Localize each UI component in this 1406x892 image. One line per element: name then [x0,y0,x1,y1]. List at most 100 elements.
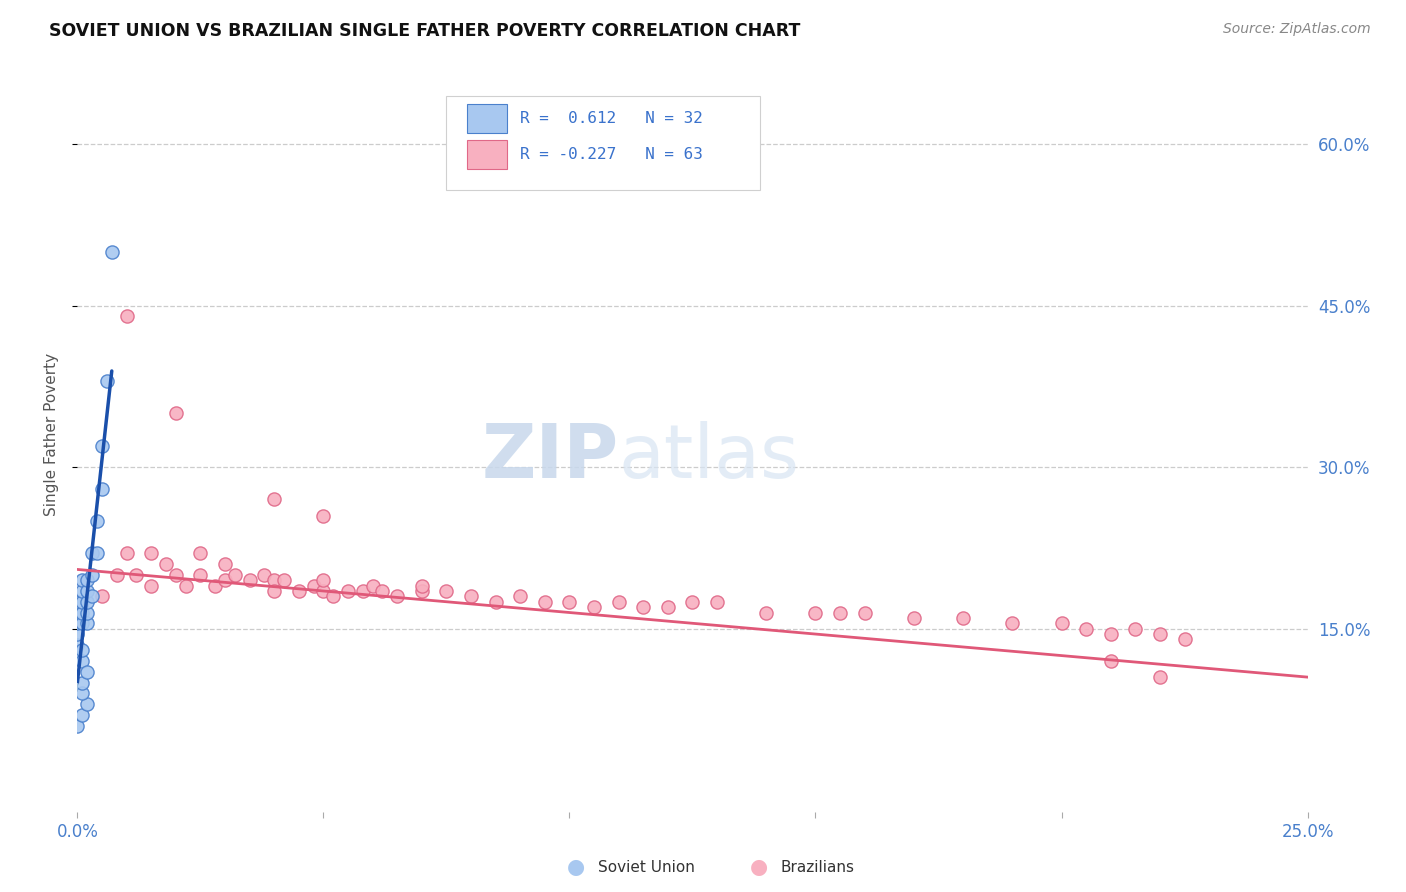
Bar [467,104,506,133]
Point [76,606,98,620]
Point [214,557,236,571]
Point [66,627,89,641]
Point [66,595,89,609]
Text: R = -0.227   N = 63: R = -0.227 N = 63 [520,147,703,162]
Point [155,557,177,571]
Point [1125,622,1147,636]
Text: ●: ● [568,857,585,877]
Point [66,718,89,732]
Point [224,567,246,582]
Point [174,579,197,593]
Point [214,573,236,587]
Point [253,567,276,582]
Point [70,616,93,631]
Point [352,584,374,599]
Point [263,584,285,599]
Point [322,590,344,604]
Point [1149,670,1171,684]
Point [76,697,98,711]
Point [105,567,128,582]
Point [288,584,311,599]
Point [70,573,93,587]
Point [70,584,93,599]
Point [70,643,93,657]
Point [633,600,655,615]
Point [82,546,104,560]
Point [76,595,98,609]
Point [204,579,226,593]
Point [165,406,187,420]
Point [312,508,335,523]
Point [66,606,89,620]
Point [302,579,325,593]
Point [76,584,98,599]
Point [371,584,394,599]
Point [1149,627,1171,641]
Point [273,573,295,587]
Point [76,665,98,679]
Point [90,439,114,453]
Point [583,600,606,615]
Point [101,244,124,259]
Point [70,595,93,609]
Point [86,546,108,560]
Point [141,579,163,593]
Point [190,546,212,560]
Point [70,675,93,690]
Point [96,374,118,388]
Point [1174,632,1197,647]
Point [361,579,384,593]
Point [1076,622,1098,636]
Bar [467,140,506,169]
Text: SOVIET UNION VS BRAZILIAN SINGLE FATHER POVERTY CORRELATION CHART: SOVIET UNION VS BRAZILIAN SINGLE FATHER … [49,22,800,40]
Point [411,579,433,593]
Point [82,567,104,582]
Point [263,492,285,507]
Point [125,567,148,582]
Text: atlas: atlas [619,421,800,494]
Y-axis label: Single Father Poverty: Single Father Poverty [44,353,59,516]
Point [952,611,974,625]
Point [115,546,138,560]
Point [607,595,630,609]
Point [312,573,335,587]
Point [312,584,335,599]
Point [903,611,925,625]
Point [657,600,679,615]
Point [1050,616,1073,631]
Point [509,590,531,604]
Point [460,590,482,604]
Point [1099,627,1122,641]
Point [190,567,212,582]
Point [82,590,104,604]
Point [76,573,98,587]
Point [70,686,93,700]
Point [830,606,852,620]
Text: ●: ● [751,857,768,877]
Point [115,310,138,324]
Point [1001,616,1024,631]
Point [411,584,433,599]
Point [436,584,458,599]
Text: Source: ZipAtlas.com: Source: ZipAtlas.com [1223,22,1371,37]
Point [90,590,114,604]
Point [76,616,98,631]
Point [1099,654,1122,668]
Text: R =  0.612   N = 32: R = 0.612 N = 32 [520,111,703,126]
Point [755,606,778,620]
Text: Brazilians: Brazilians [780,860,855,874]
Point [387,590,409,604]
Point [70,707,93,722]
Point [682,595,704,609]
Point [534,595,557,609]
Point [141,546,163,560]
Point [86,514,108,528]
Point [853,606,876,620]
Point [239,573,262,587]
Point [66,616,89,631]
Point [804,606,827,620]
Text: ZIP: ZIP [481,421,619,494]
Point [337,584,360,599]
Point [70,654,93,668]
Point [263,573,285,587]
